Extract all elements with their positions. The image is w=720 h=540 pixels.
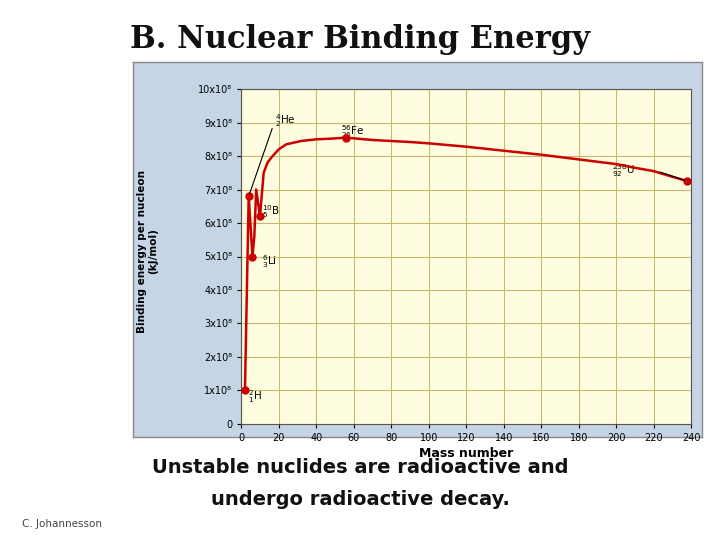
Text: undergo radioactive decay.: undergo radioactive decay. [210, 490, 510, 509]
X-axis label: Mass number: Mass number [419, 447, 513, 460]
Text: $^{238}_{92}$U: $^{238}_{92}$U [613, 161, 635, 179]
Text: $^{10}_{5}$B: $^{10}_{5}$B [262, 203, 280, 220]
Text: C. Johannesson: C. Johannesson [22, 519, 102, 529]
Text: Binding energy per nucleon
(kJ/mol): Binding energy per nucleon (kJ/mol) [137, 170, 158, 333]
Text: $^{6}_{3}$Li: $^{6}_{3}$Li [262, 253, 276, 270]
Text: $^{56}_{26}$Fe: $^{56}_{26}$Fe [341, 123, 364, 140]
Text: $^{2}_{1}$H: $^{2}_{1}$H [248, 388, 261, 405]
Text: Unstable nuclides are radioactive and: Unstable nuclides are radioactive and [152, 457, 568, 477]
Text: B. Nuclear Binding Energy: B. Nuclear Binding Energy [130, 24, 590, 55]
Text: $^{4}_{2}$He: $^{4}_{2}$He [275, 112, 296, 129]
